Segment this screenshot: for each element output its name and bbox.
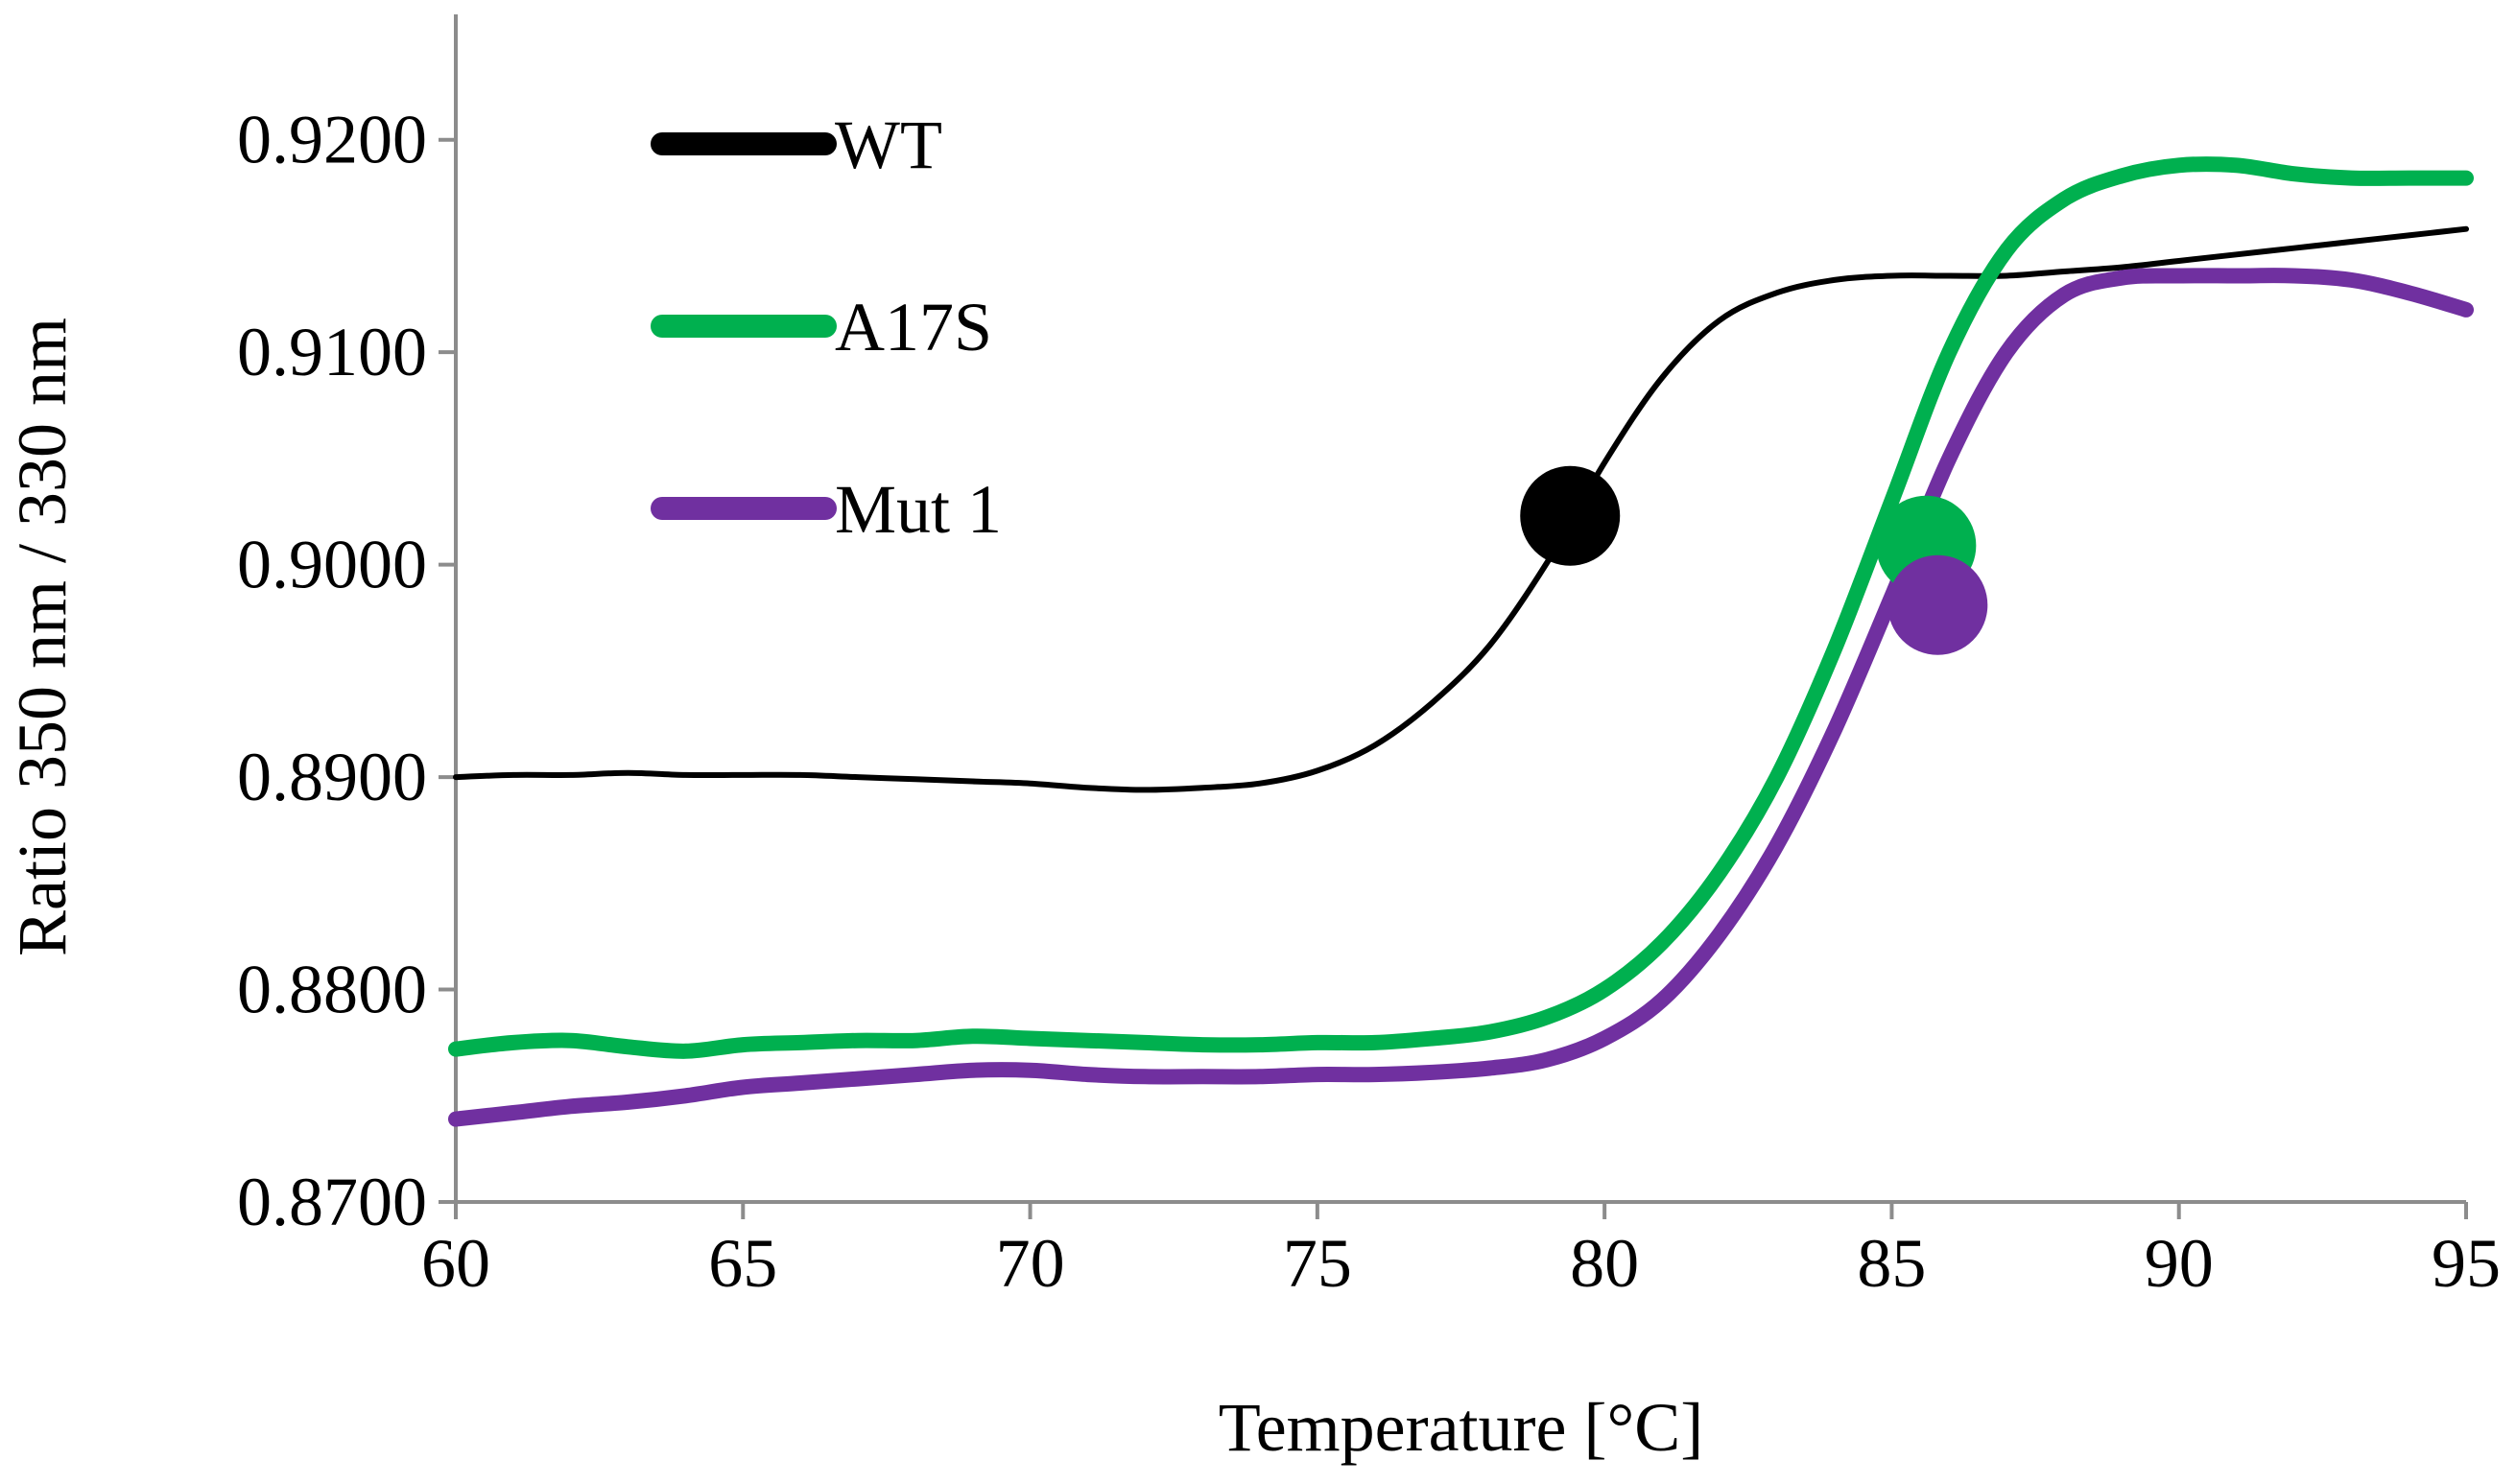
y-tick-label: 0.9200 (237, 102, 427, 178)
y-axis-title: Ratio 350 nm / 330 nm (4, 318, 81, 956)
x-tick-label: 95 (2432, 1225, 2501, 1302)
series-line-mut-1 (448, 268, 2474, 1127)
x-tick-label: 60 (421, 1225, 490, 1302)
series-line-a17s (448, 156, 2474, 1059)
legend-label-mut-1: Mut 1 (835, 471, 1002, 548)
tm-marker-layer (1520, 465, 1988, 655)
x-tick-label: 85 (1857, 1225, 1926, 1302)
y-tick-label: 0.8800 (237, 952, 427, 1028)
series-line-wt (453, 225, 2469, 793)
x-axis-title: Temperature [°C] (1219, 1389, 1704, 1466)
legend-label-a17s: A17S (835, 289, 992, 365)
y-tick-label: 0.9100 (237, 314, 427, 390)
series-layer (448, 156, 2474, 1127)
legend: WT A17S Mut 1 (651, 106, 1002, 548)
x-tick-label: 70 (996, 1225, 1065, 1302)
y-tick-label: 0.8900 (237, 739, 427, 815)
x-tick-label: 65 (708, 1225, 777, 1302)
axes: 0.8700 0.8800 0.8900 0.9000 0.9100 0.9200 60 65… (237, 14, 2501, 1302)
y-tick-label: 0.8700 (237, 1164, 427, 1240)
tm-marker-wt (1520, 465, 1621, 566)
tm-marker-mut-1 (1887, 554, 1988, 655)
x-tick-label: 90 (2145, 1225, 2214, 1302)
legend-label-wt: WT (835, 106, 942, 183)
x-tick-label: 75 (1283, 1225, 1352, 1302)
x-tick-label: 80 (1570, 1225, 1639, 1302)
y-tick-label: 0.9000 (237, 527, 427, 603)
